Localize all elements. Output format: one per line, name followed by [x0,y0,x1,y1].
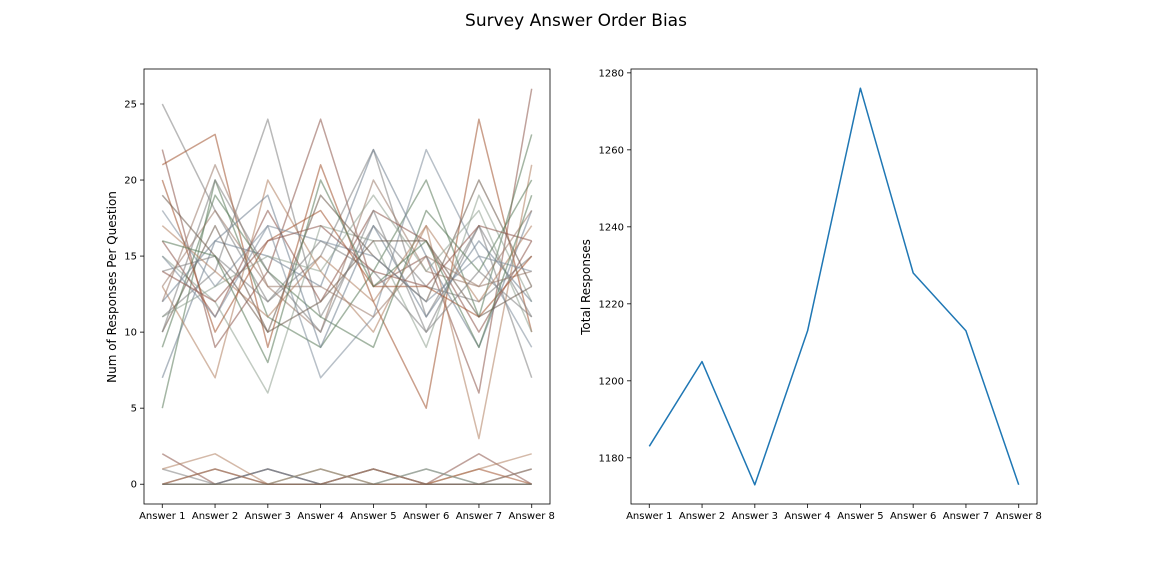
right-y-ticks: 1180 1200 1220 1240 1260 1280 [599,68,631,464]
right-series-line-1 [648,87,1020,486]
left-x-ticks: Answer 1 Answer 2 Answer 3 Answer 4 Answer 5… [139,504,555,522]
right-y-tick-label: 1200 [599,376,624,387]
left-series-line-23 [161,179,533,333]
left-series-line-24 [162,179,533,364]
right-axes-frame [630,68,1038,505]
right-x-tick-label: Answer 2 [679,511,725,522]
left-series-line-14 [161,179,533,349]
left-x-tick-label: Answer 6 [403,511,449,522]
left-y-axis-label: Num of Responses Per Question [105,191,119,383]
left-series-line-16 [161,194,533,349]
left-series-line-3 [161,134,533,409]
left-y-tick-label: 5 [131,404,137,415]
left-y-tick-label: 20 [124,176,137,187]
left-series-line-17 [161,224,533,318]
left-x-tick-label: Answer 5 [350,511,396,522]
left-series-line-10 [161,148,533,379]
left-series-line-22 [161,224,532,303]
left-y-tick-label: 10 [124,328,137,339]
right-x-tick-label: Answer 1 [626,511,672,522]
left-series-lines [161,88,533,485]
right-y-tick-label: 1240 [599,222,624,233]
left-axes-frame [143,68,551,505]
right-y-tick-label: 1260 [599,145,624,156]
right-x-tick-label: Answer 6 [890,511,936,522]
left-y-tick-label: 15 [124,252,137,263]
right-y-tick-label: 1220 [599,299,624,310]
right-x-ticks: Answer 1 Answer 2 Answer 3 Answer 4 Answer 5… [626,504,1042,522]
right-x-tick-label: Answer 7 [943,511,989,522]
right-series-lines [648,87,1020,486]
left-x-tick-label: Answer 4 [297,511,343,522]
right-y-axis-label: Total Responses [579,239,593,336]
left-y-ticks: 0 5 10 15 20 25 [124,99,144,491]
figure-title: Survey Answer Order Bias [465,11,687,31]
right-x-tick-label: Answer 5 [837,511,883,522]
right-x-tick-label: Answer 4 [784,511,830,522]
left-x-tick-label: Answer 3 [245,511,291,522]
left-y-tick-label: 25 [124,99,137,110]
right-y-tick-label: 1280 [599,68,624,79]
left-x-tick-label: Answer 2 [192,511,238,522]
left-x-tick-label: Answer 8 [509,511,555,522]
left-x-tick-label: Answer 1 [139,511,185,522]
left-series-line-13 [162,224,533,333]
left-x-tick-label: Answer 7 [456,511,502,522]
left-y-tick-label: 0 [131,480,137,491]
right-x-tick-label: Answer 8 [996,511,1042,522]
left-series-line-11 [161,179,533,333]
right-y-tick-label: 1180 [599,453,624,464]
left-series-line-2 [161,103,533,379]
right-x-tick-label: Answer 3 [732,511,778,522]
